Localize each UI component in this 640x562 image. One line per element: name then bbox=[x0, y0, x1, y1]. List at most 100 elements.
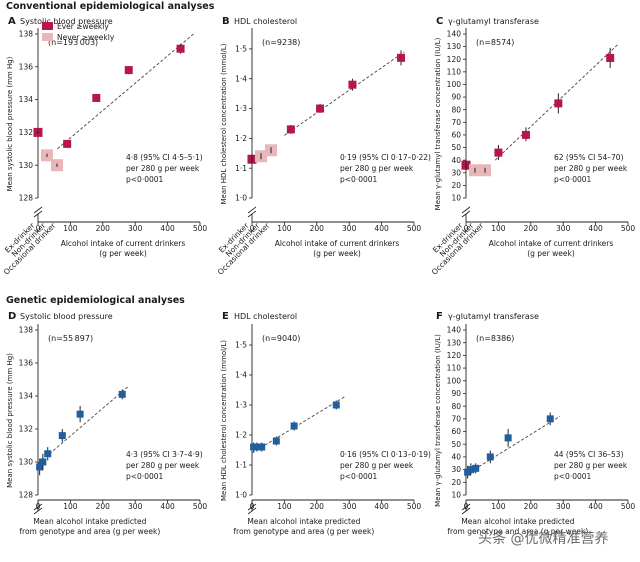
annotation-line: per 280 g per week bbox=[340, 461, 414, 470]
annotation-line: p<0·0001 bbox=[340, 472, 378, 481]
annotation-line: 44 (95% CI 36–53) bbox=[554, 450, 624, 459]
sample-size-label: (n=8574) bbox=[476, 38, 514, 47]
x-tick-label: 500 bbox=[621, 224, 636, 233]
x-axis-label: from genotype and area (g per week) bbox=[447, 527, 588, 536]
legend-label-never: Never ≥weekly bbox=[57, 33, 115, 42]
y-axis-label: Mean γ-glutamyl transferase concentratio… bbox=[434, 334, 442, 507]
data-point-1 bbox=[494, 148, 503, 157]
y-tick-label: 60 bbox=[451, 427, 461, 436]
x-tick-label: 100 bbox=[491, 224, 506, 233]
data-point-3 bbox=[348, 80, 357, 89]
data-point-3 bbox=[44, 450, 52, 458]
legend-label-ever: Ever ≥weekly bbox=[57, 22, 109, 31]
x-tick-label: 500 bbox=[407, 502, 422, 511]
data-point-2 bbox=[521, 130, 530, 139]
panel-letter: E bbox=[222, 311, 229, 322]
y-axis-label: Mean γ-glutamyl transferase concentratio… bbox=[434, 37, 442, 210]
x-tick-label: 100 bbox=[63, 502, 78, 511]
y-tick-label: 20 bbox=[451, 181, 461, 190]
y-tick-label: 10 bbox=[451, 491, 461, 500]
y-tick-label: 1·1 bbox=[235, 164, 247, 173]
x-axis-label: (g per week) bbox=[313, 249, 361, 258]
x-axis-label: Mean alcohol intake predicted bbox=[461, 517, 574, 526]
data-point-5 bbox=[290, 422, 298, 430]
y-tick-label: 138 bbox=[19, 30, 34, 39]
y-axis-label: Mean HDL cholesterol concentration (mmol… bbox=[220, 340, 228, 501]
chart-panel-b: B HDL cholesterol 1·0 1·1 1·2 1·3 1·4 1·5 Mean H… bbox=[216, 16, 431, 277]
data-point-3 bbox=[124, 66, 133, 75]
y-tick-label: 70 bbox=[451, 414, 461, 423]
y-tick-label: 20 bbox=[451, 478, 461, 487]
y-tick-label: 1·1 bbox=[235, 461, 247, 470]
x-tick-label: 200 bbox=[310, 502, 325, 511]
x-tick-label: 100 bbox=[63, 224, 78, 233]
y-tick-label: 138 bbox=[19, 326, 34, 335]
legend-swatch-ever bbox=[42, 22, 53, 30]
x-tick-label: 300 bbox=[128, 224, 143, 233]
x-axis-label: (g per week) bbox=[527, 249, 575, 258]
x-tick-label: 0 bbox=[464, 224, 469, 233]
y-tick-label: 1·3 bbox=[235, 401, 247, 410]
data-point-4 bbox=[272, 437, 280, 445]
x-axis-label: Alcohol intake of current drinkers bbox=[489, 239, 614, 248]
data-point-1 bbox=[36, 463, 44, 471]
panel-title: HDL cholesterol bbox=[234, 17, 297, 26]
annotation-line: p<0·0001 bbox=[554, 175, 592, 184]
x-tick-label: 0 bbox=[250, 502, 255, 511]
section-title-conventional: Conventional epidemiological analyses bbox=[6, 1, 215, 12]
data-point-2 bbox=[39, 458, 47, 466]
x-tick-label: 300 bbox=[342, 502, 357, 511]
x-tick-label: 0 bbox=[250, 224, 255, 233]
x-tick-label: 400 bbox=[160, 502, 175, 511]
data-point-3 bbox=[554, 99, 563, 108]
y-tick-label: 134 bbox=[19, 392, 34, 401]
data-point-5 bbox=[76, 410, 84, 418]
x-axis-label: (g per week) bbox=[99, 249, 147, 258]
y-tick-label: 110 bbox=[447, 364, 462, 373]
panel-title: Systolic blood pressure bbox=[20, 312, 113, 321]
y-tick-label: 1·3 bbox=[235, 104, 247, 113]
panel-letter: A bbox=[8, 16, 16, 27]
annotation-line: 0·16 (95% CI 0·13–0·19) bbox=[340, 450, 431, 459]
annotation-line: per 280 g per week bbox=[554, 164, 628, 173]
y-tick-label: 128 bbox=[19, 194, 34, 203]
y-tick-label: 110 bbox=[447, 67, 462, 76]
x-tick-label: 100 bbox=[277, 502, 292, 511]
x-tick-label: 500 bbox=[621, 502, 636, 511]
data-point-6 bbox=[118, 390, 126, 398]
data-point-2 bbox=[92, 93, 101, 102]
y-tick-label: 130 bbox=[19, 458, 34, 467]
panel-title: γ-glutamyl transferase bbox=[448, 17, 539, 26]
data-point-3 bbox=[472, 464, 480, 472]
y-tick-label: 132 bbox=[19, 425, 34, 434]
sample-size-label: (n=8386) bbox=[476, 334, 514, 343]
fit-line bbox=[37, 385, 130, 464]
y-tick-label: 80 bbox=[451, 105, 461, 114]
data-point-4 bbox=[176, 44, 185, 53]
data-point-1 bbox=[63, 139, 72, 148]
fit-line bbox=[494, 43, 619, 161]
x-tick-label: 300 bbox=[556, 224, 571, 233]
panel-letter: B bbox=[222, 16, 230, 27]
y-tick-label: 130 bbox=[19, 161, 34, 170]
x-tick-label: 200 bbox=[96, 224, 111, 233]
x-tick-label: 400 bbox=[160, 224, 175, 233]
x-tick-label: 100 bbox=[277, 224, 292, 233]
x-tick-label: 400 bbox=[374, 502, 389, 511]
x-tick-label: 400 bbox=[588, 502, 603, 511]
y-axis-label: Mean systolic blood pressure (mm Hg) bbox=[6, 353, 14, 488]
data-point-4 bbox=[58, 432, 66, 440]
data-point-2 bbox=[316, 104, 325, 113]
y-tick-label: 136 bbox=[19, 62, 34, 71]
data-point-4 bbox=[606, 53, 615, 62]
y-tick-label: 90 bbox=[451, 389, 461, 398]
x-axis-label: Alcohol intake of current drinkers bbox=[61, 239, 186, 248]
sample-size-label: (n=193 003) bbox=[48, 38, 98, 47]
x-tick-label: 0 bbox=[464, 502, 469, 511]
y-tick-label: 140 bbox=[447, 326, 462, 335]
annotation-line: per 280 g per week bbox=[554, 461, 628, 470]
data-point-6 bbox=[332, 401, 340, 409]
y-tick-label: 80 bbox=[451, 402, 461, 411]
